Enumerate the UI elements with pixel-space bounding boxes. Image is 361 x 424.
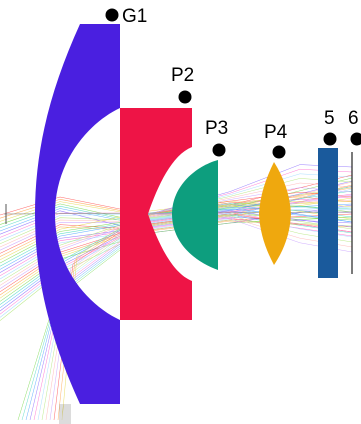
marker-g1 (105, 8, 119, 22)
marker-p4 (272, 145, 286, 159)
lens-g1 (35, 24, 120, 404)
marker-p3 (212, 143, 226, 157)
element-5-plate (318, 148, 338, 278)
label-p2: P2 (171, 65, 194, 86)
marker-6 (350, 132, 361, 146)
label-p4: P4 (264, 122, 288, 143)
ray (57, 229, 121, 421)
lens-p4 (259, 162, 291, 265)
label-g1: G1 (122, 6, 147, 27)
ray (49, 233, 121, 421)
marker-5 (323, 132, 337, 146)
lens-p2 (120, 108, 192, 320)
label-p3: P3 (205, 118, 228, 139)
lens-p3 (172, 160, 218, 270)
label-6: 6 (348, 108, 359, 129)
label-5: 5 (324, 108, 335, 129)
marker-p2 (178, 90, 192, 104)
ray (53, 231, 121, 421)
